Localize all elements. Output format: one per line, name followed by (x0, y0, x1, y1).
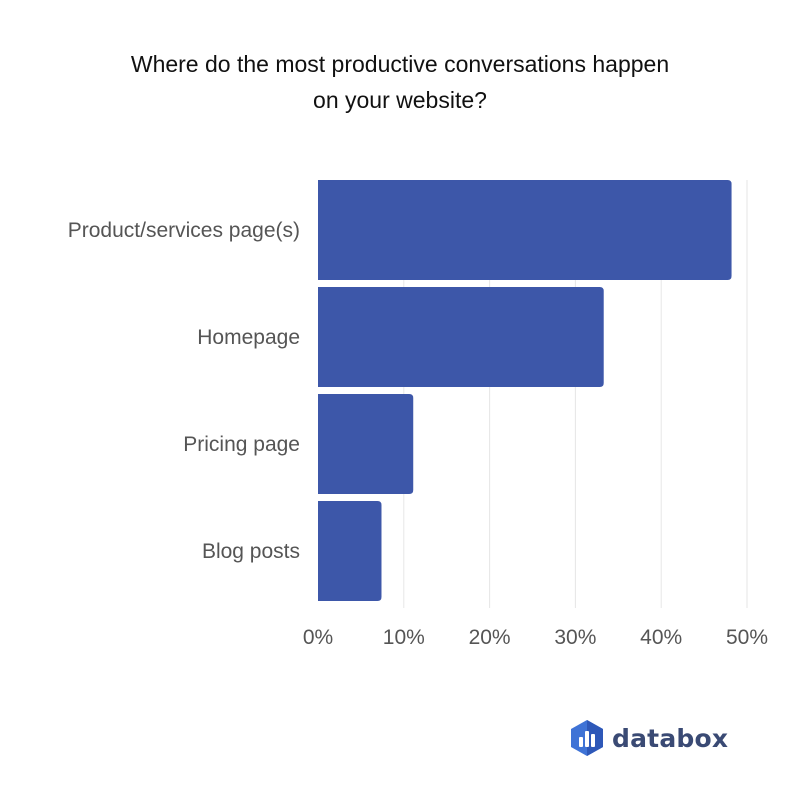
x-tick-label: 10% (383, 626, 425, 649)
databox-logo-icon (571, 720, 603, 756)
bar (318, 501, 382, 601)
databox-logo-text: databox (612, 723, 729, 753)
bar (318, 394, 414, 494)
x-tick-label: 0% (303, 626, 333, 649)
chart-title: Where do the most productive conversatio… (40, 46, 760, 118)
x-tick-label: 20% (469, 626, 511, 649)
x-axis-tick-labels: 0% 10% 20% 30% 40% 50% (303, 626, 768, 649)
category-label: Product/services page(s) (68, 219, 300, 242)
bar (318, 180, 732, 280)
x-tick-label: 40% (640, 626, 682, 649)
category-label: Homepage (197, 326, 300, 349)
databox-logo: databox (570, 716, 728, 760)
bars (318, 180, 732, 601)
category-label: Blog posts (202, 540, 300, 563)
x-tick-label: 30% (554, 626, 596, 649)
chart-title-line-2: on your website? (313, 87, 487, 113)
bar (318, 287, 604, 387)
chart-title-line-1: Where do the most productive conversatio… (130, 51, 670, 77)
category-labels: Product/services page(s) Homepage Pricing … (68, 219, 300, 563)
x-tick-label: 50% (726, 626, 768, 649)
category-label: Pricing page (183, 433, 300, 456)
